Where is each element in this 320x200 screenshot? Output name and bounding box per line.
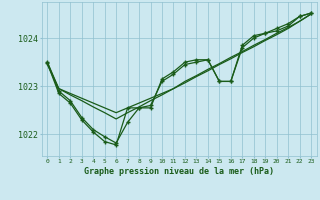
X-axis label: Graphe pression niveau de la mer (hPa): Graphe pression niveau de la mer (hPa) — [84, 167, 274, 176]
